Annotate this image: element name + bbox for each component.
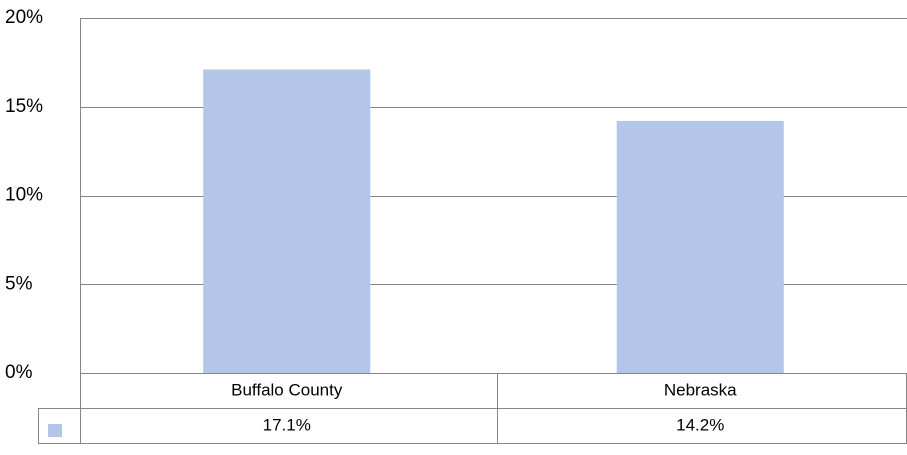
value-label: 17.1% [263,415,311,434]
legend-key [48,424,62,437]
y-tick-label: 5% [5,273,33,294]
category-label: Buffalo County [231,380,343,399]
y-tick-label: 20% [5,7,43,28]
value-label: 14.2% [676,415,724,434]
y-tick-label: 15% [5,96,43,117]
y-tick-label: 0% [5,362,33,383]
category-label: Nebraska [664,380,737,399]
bar [616,120,784,373]
y-tick-label: 10% [5,185,43,206]
bar [203,69,371,373]
